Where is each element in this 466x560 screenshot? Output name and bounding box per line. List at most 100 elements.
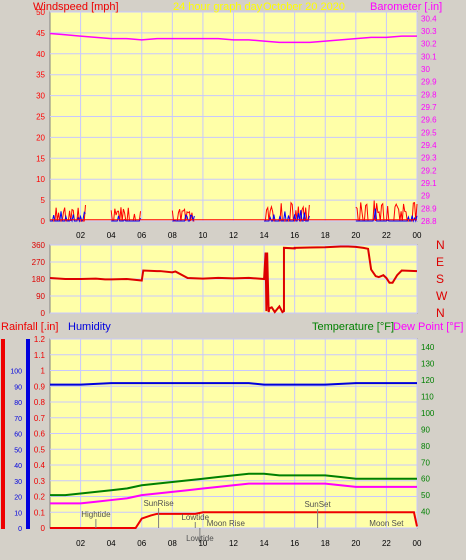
barometer-line — [49, 32, 417, 44]
rainfall-tick-label: 0.2 — [34, 493, 46, 502]
wind-tick-label: 40 — [36, 50, 45, 59]
rainfall-tick-label: 1.1 — [34, 351, 46, 360]
barometer-tick-label: 30 — [421, 65, 430, 74]
temperature-label: Temperature [°F] — [312, 321, 394, 333]
event-label: Hightide — [81, 510, 111, 519]
direction-tick-label: 180 — [32, 275, 46, 284]
temperature-tick-label: 70 — [421, 458, 430, 467]
barometer-tick-label: 29.6 — [421, 116, 437, 125]
x-tick-label-top: 06 — [137, 231, 146, 240]
graph-date: October 20 2020 — [263, 1, 345, 13]
humidity-tick-label: 90 — [14, 384, 22, 391]
rainfall-tick-label: 0.3 — [34, 477, 46, 486]
barometer-tick-label: 30.2 — [421, 40, 437, 49]
dewpoint-label: Dew Point [°F] — [393, 321, 463, 333]
humidity-tick-label: 50 — [14, 447, 22, 454]
humidity-label: Humidity — [68, 321, 111, 333]
rainfall-tick-label: 0.9 — [34, 382, 46, 391]
barometer-tick-label: 29.9 — [421, 78, 437, 87]
barometer-tick-label: 29.7 — [421, 103, 437, 112]
barometer-tick-label: 29.4 — [421, 141, 437, 150]
event-label: Lowtide — [181, 513, 209, 522]
compass-label: W — [436, 289, 448, 303]
temperature-tick-label: 140 — [421, 343, 435, 352]
barometer-tick-label: 28.8 — [421, 217, 437, 226]
temperature-tick-label: 50 — [421, 491, 430, 500]
wind-tick-label: 25 — [36, 113, 45, 122]
graph-title: 24 hour graph day — [173, 1, 263, 13]
x-tick-label-top: 10 — [198, 231, 207, 240]
rainfall-tick-label: 1 — [41, 367, 46, 376]
x-tick-label-top: 14 — [260, 231, 269, 240]
humidity-tick-label: 100 — [10, 369, 22, 376]
wind-tick-label: 15 — [36, 154, 45, 163]
barometer-tick-label: 30.1 — [421, 52, 437, 61]
compass-label: S — [436, 272, 444, 286]
barometer-tick-label: 29 — [421, 192, 430, 201]
temperature-tick-label: 120 — [421, 376, 435, 385]
temperature-tick-label: 80 — [421, 442, 430, 451]
x-tick-label-top: 02 — [76, 231, 85, 240]
barometer-tick-label: 29.8 — [421, 90, 437, 99]
event-label: Lowtide — [186, 534, 214, 543]
humidity-tick-label: 60 — [14, 432, 22, 439]
temperature-tick-label: 130 — [421, 360, 435, 369]
x-tick-label-top: 08 — [168, 231, 177, 240]
rainfall-tick-label: 0.6 — [34, 430, 46, 439]
x-tick-label-bottom: 16 — [290, 539, 299, 548]
compass-label: E — [436, 255, 444, 269]
wind-tick-label: 35 — [36, 71, 45, 80]
barometer-tick-label: 29.3 — [421, 154, 437, 163]
temperature-line — [50, 472, 417, 497]
humidity-line — [50, 382, 417, 386]
rainfall-tick-label: 1.2 — [34, 335, 46, 344]
x-tick-label-top: 20 — [351, 231, 360, 240]
wind-direction-line — [49, 245, 418, 314]
x-tick-label-bottom: 20 — [351, 539, 360, 548]
wind-speed-line — [355, 208, 418, 223]
rainfall-axis-bar — [1, 339, 5, 529]
wind-tick-label: 50 — [36, 8, 45, 17]
direction-tick-label: 0 — [41, 309, 46, 318]
barometer-tick-label: 29.2 — [421, 166, 437, 175]
x-tick-label-top: 04 — [107, 231, 116, 240]
rainfall-tick-label: 0.7 — [34, 414, 46, 423]
x-tick-label-bottom: 00 — [413, 539, 422, 548]
x-tick-label-top: 16 — [290, 231, 299, 240]
x-tick-label-bottom: 10 — [198, 539, 207, 548]
wind-tick-label: 20 — [36, 133, 45, 142]
wind-tick-label: 45 — [36, 29, 45, 38]
barometer-tick-label: 30.3 — [421, 27, 437, 36]
humidity-tick-label: 20 — [14, 495, 22, 502]
humidity-axis-bar — [26, 339, 30, 529]
event-label: Moon Rise — [207, 519, 246, 528]
wind-tick-label: 10 — [36, 175, 45, 184]
direction-tick-label: 270 — [32, 258, 46, 267]
x-tick-label-bottom: 06 — [137, 539, 146, 548]
humidity-tick-label: 10 — [14, 510, 22, 517]
windspeed-label: Windspeed [mph] — [33, 1, 119, 13]
rainfall-line — [50, 511, 418, 529]
event-label: SunRise — [143, 499, 174, 508]
x-tick-label-top: 12 — [229, 231, 238, 240]
series-layer — [49, 32, 418, 543]
compass-label: N — [436, 238, 445, 252]
wind-speed-line — [264, 210, 310, 222]
x-tick-label-bottom: 22 — [382, 539, 391, 548]
temperature-tick-label: 90 — [421, 425, 430, 434]
humidity-tick-label: 0 — [18, 526, 22, 533]
x-tick-label-top: 22 — [382, 231, 391, 240]
temperature-tick-label: 60 — [421, 475, 430, 484]
temperature-tick-label: 40 — [421, 508, 430, 517]
x-tick-label-top: 18 — [321, 231, 330, 240]
barometer-tick-label: 29.1 — [421, 179, 437, 188]
temperature-tick-label: 100 — [421, 409, 435, 418]
wind-speed-line — [50, 211, 86, 223]
barometer-tick-label: 28.9 — [421, 204, 437, 213]
barometer-label: Barometer [.in] — [370, 1, 442, 13]
direction-tick-label: 360 — [32, 241, 46, 250]
humidity-tick-label: 30 — [14, 479, 22, 486]
barometer-tick-label: 29.5 — [421, 128, 437, 137]
